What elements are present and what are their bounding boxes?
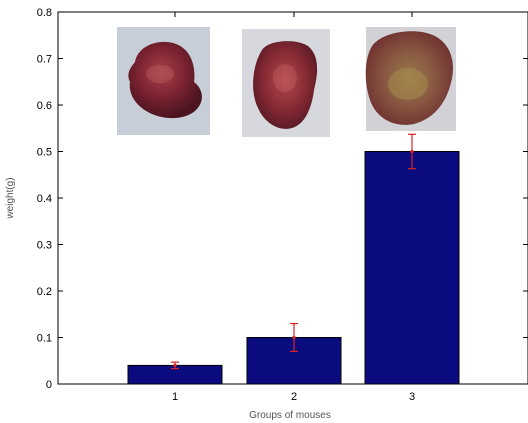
y-tick-label: 0.3 bbox=[37, 240, 52, 252]
x-axis-title: Groups of mouses bbox=[249, 410, 331, 421]
tumor-1-image bbox=[128, 41, 202, 119]
tumor-2-image bbox=[253, 41, 318, 129]
y-tick-label: 0.6 bbox=[37, 100, 52, 112]
tumor-1-highlight bbox=[146, 65, 174, 83]
x-tick-label: 1 bbox=[172, 391, 178, 403]
y-tick-label: 0.2 bbox=[37, 286, 52, 298]
inset-photo-group-2 bbox=[242, 29, 330, 137]
tumor-3-highlight bbox=[388, 68, 428, 100]
mean-marker-2 bbox=[292, 335, 296, 340]
mean-marker-3 bbox=[410, 149, 414, 154]
x-tick-label: 2 bbox=[291, 391, 297, 403]
y-axis-title: weight(g) bbox=[5, 177, 16, 219]
inset-photo-group-3 bbox=[365, 27, 456, 131]
bar-group-3 bbox=[364, 151, 460, 385]
y-tick-label: 0.4 bbox=[37, 193, 52, 205]
tumor-2-highlight bbox=[273, 64, 297, 92]
y-tick-label: 0 bbox=[46, 379, 52, 391]
mean-marker-1 bbox=[173, 363, 177, 367]
y-tick-label: 0.7 bbox=[37, 54, 52, 66]
x-tick-label: 3 bbox=[409, 391, 415, 403]
y-tick-label: 0.5 bbox=[37, 147, 52, 159]
inset-photo-group-1 bbox=[117, 27, 210, 135]
y-tick-label: 0.8 bbox=[37, 7, 52, 19]
y-tick-label: 0.1 bbox=[37, 333, 52, 345]
